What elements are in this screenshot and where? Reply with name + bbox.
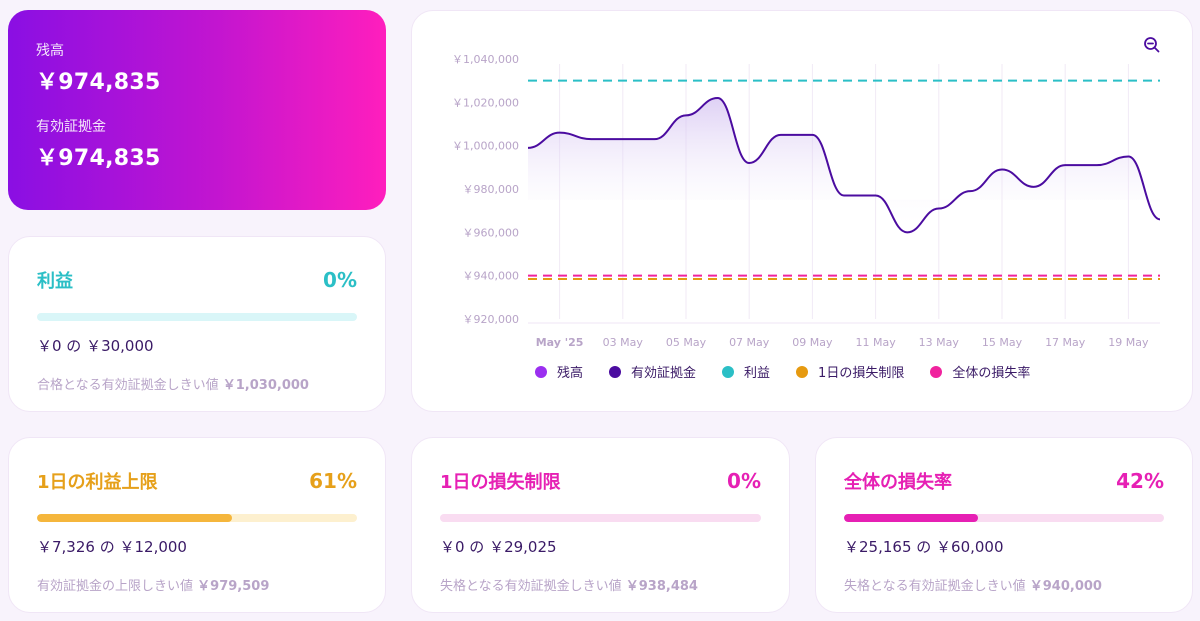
legend-dot <box>796 366 808 378</box>
overall-loss-title: 全体の損失率 <box>844 468 952 494</box>
overall-loss-note-value: ￥940,000 <box>1030 579 1102 594</box>
overall-loss-progress-fill <box>844 514 978 522</box>
legend-label: 有効証拠金 <box>631 362 696 381</box>
legend-label: 残高 <box>557 362 583 381</box>
legend-item[interactable]: 1日の損失制限 <box>796 362 904 381</box>
daily-profit-cap-note-value: ￥979,509 <box>197 579 269 594</box>
profit-note: 合格となる有効証拠金しきい値 ￥1,030,000 <box>37 374 357 393</box>
profit-progress-bar <box>37 313 357 321</box>
overall-loss-percent: 42% <box>1116 469 1164 493</box>
daily-profit-cap-note-label: 有効証拠金の上限しきい値 <box>37 579 193 594</box>
legend-item[interactable]: 利益 <box>722 362 770 381</box>
equity-chart-card <box>411 10 1193 412</box>
daily-loss-limit-card: 1日の損失制限 0% ￥0 の ￥29,025 失格となる有効証拠金しきい値 ￥… <box>411 437 790 613</box>
daily-loss-limit-title: 1日の損失制限 <box>440 468 561 494</box>
equity-value: ￥974,835 <box>36 140 358 172</box>
legend-item[interactable]: 残高 <box>535 362 583 381</box>
balance-card: 残高 ￥974,835 有効証拠金 ￥974,835 <box>8 10 386 210</box>
legend-label: 利益 <box>744 362 770 381</box>
overall-loss-progress-bar <box>844 514 1164 522</box>
daily-loss-limit-note-value: ￥938,484 <box>626 579 698 594</box>
balance-value: ￥974,835 <box>36 64 358 96</box>
overall-loss-note-label: 失格となる有効証拠金しきい値 <box>844 579 1026 594</box>
daily-loss-limit-amount: ￥0 の ￥29,025 <box>440 536 761 557</box>
profit-note-value: ￥1,030,000 <box>223 378 309 393</box>
equity-label: 有効証拠金 <box>36 116 358 136</box>
overall-loss-note: 失格となる有効証拠金しきい値 ￥940,000 <box>844 575 1164 594</box>
profit-title: 利益 <box>37 267 73 293</box>
legend-label: 1日の損失制限 <box>818 362 904 381</box>
legend-dot <box>722 366 734 378</box>
profit-percent: 0% <box>323 268 357 292</box>
legend-dot <box>535 366 547 378</box>
legend-item[interactable]: 有効証拠金 <box>609 362 696 381</box>
daily-profit-cap-note: 有効証拠金の上限しきい値 ￥979,509 <box>37 575 357 594</box>
daily-profit-cap-card: 1日の利益上限 61% ￥7,326 の ￥12,000 有効証拠金の上限しきい… <box>8 437 386 613</box>
daily-loss-limit-note: 失格となる有効証拠金しきい値 ￥938,484 <box>440 575 761 594</box>
daily-profit-cap-percent: 61% <box>309 469 357 493</box>
profit-amount: ￥0 の ￥30,000 <box>37 335 357 356</box>
daily-profit-cap-progress-bar <box>37 514 357 522</box>
chart-legend: 残高 有効証拠金 利益 1日の損失制限 全体の損失率 <box>535 362 1056 381</box>
daily-loss-limit-percent: 0% <box>727 469 761 493</box>
daily-loss-limit-note-label: 失格となる有効証拠金しきい値 <box>440 579 622 594</box>
daily-profit-cap-amount: ￥7,326 の ￥12,000 <box>37 536 357 557</box>
legend-label: 全体の損失率 <box>952 362 1030 381</box>
daily-loss-limit-progress-bar <box>440 514 761 522</box>
balance-label: 残高 <box>36 40 358 60</box>
daily-profit-cap-progress-fill <box>37 514 232 522</box>
zoom-out-icon[interactable] <box>1142 35 1162 55</box>
profit-note-label: 合格となる有効証拠金しきい値 <box>37 378 219 393</box>
profit-card: 利益 0% ￥0 の ￥30,000 合格となる有効証拠金しきい値 ￥1,030… <box>8 236 386 412</box>
legend-dot <box>609 366 621 378</box>
overall-loss-card: 全体の損失率 42% ￥25,165 の ￥60,000 失格となる有効証拠金し… <box>815 437 1193 613</box>
legend-dot <box>930 366 942 378</box>
legend-item[interactable]: 全体の損失率 <box>930 362 1030 381</box>
daily-profit-cap-title: 1日の利益上限 <box>37 468 158 494</box>
overall-loss-amount: ￥25,165 の ￥60,000 <box>844 536 1164 557</box>
